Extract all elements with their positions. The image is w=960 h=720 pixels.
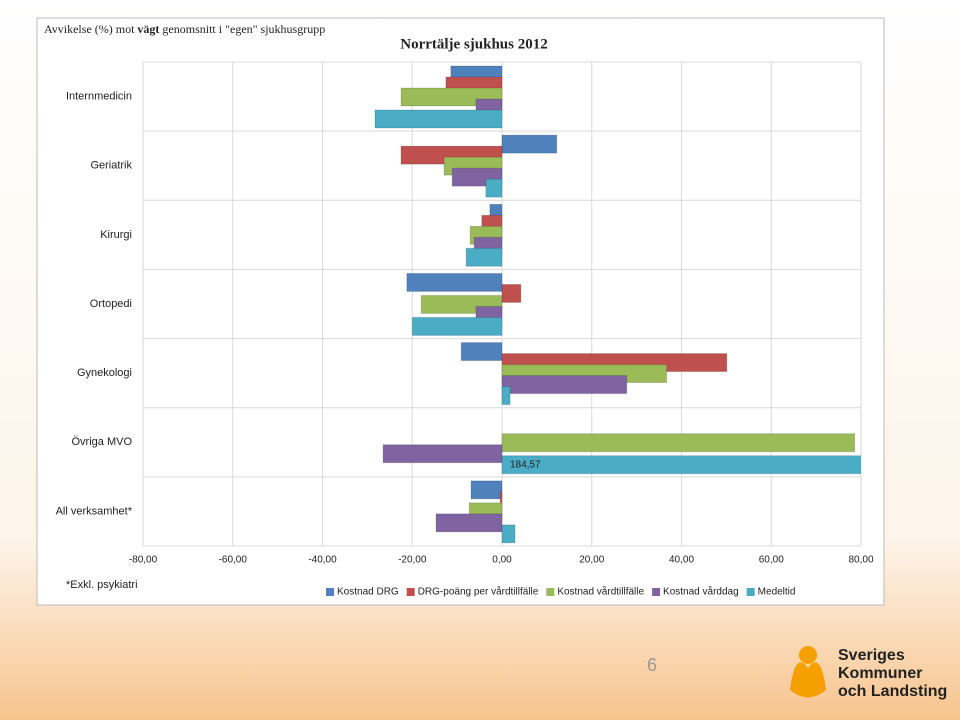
bar xyxy=(374,109,503,129)
y-tick-label: Geriatrik xyxy=(90,160,132,172)
y-tick-label: Övriga MVO xyxy=(71,436,132,448)
bar xyxy=(460,342,503,362)
plot xyxy=(374,65,861,544)
x-tick-label: 80,00 xyxy=(848,555,873,566)
data-label: 184,57 xyxy=(510,459,541,470)
logo-head xyxy=(799,646,817,664)
y-tick-label: Internmedicin xyxy=(66,90,132,102)
logo-text: Kommuner xyxy=(838,665,922,682)
y-tick-label: Ortopedi xyxy=(90,298,132,310)
footnote: *Exkl. psykiatri xyxy=(66,579,138,591)
chart-title: Norrtälje sjukhus 2012 xyxy=(400,36,548,52)
x-tick-label: -60,00 xyxy=(219,555,248,566)
x-tick-label: -20,00 xyxy=(398,555,427,566)
legend-swatch xyxy=(326,588,334,596)
legend-label: Kostnad vårddag xyxy=(663,586,739,598)
legend-swatch xyxy=(406,588,415,596)
bar xyxy=(501,524,516,544)
logo-text: Sveriges xyxy=(838,647,905,664)
x-tick-label: -40,00 xyxy=(308,555,337,566)
bar xyxy=(501,375,628,395)
logo-text: och Landsting xyxy=(838,683,947,700)
legend-swatch xyxy=(652,588,661,596)
y-tick-label: Gynekologi xyxy=(77,367,132,379)
bar xyxy=(435,513,503,533)
logo-body xyxy=(790,662,826,698)
bar xyxy=(501,283,522,303)
x-tick-label: 40,00 xyxy=(669,555,694,566)
x-tick-label: 60,00 xyxy=(759,555,784,566)
chart-subtitle: Avvikelse (%) mot vägt genomsnitt i "ege… xyxy=(44,22,325,36)
bar xyxy=(485,178,503,198)
bar xyxy=(382,444,503,464)
bar xyxy=(501,134,558,154)
logo: Sveriges Kommuner och Landsting xyxy=(790,646,947,700)
y-tick-label: All verksamhet* xyxy=(56,505,133,517)
legend-label: Kostnad vårdtillfälle xyxy=(557,586,644,598)
bar xyxy=(465,247,503,267)
bar xyxy=(501,386,511,406)
x-tick-label: 20,00 xyxy=(579,555,604,566)
legend-swatch xyxy=(546,588,555,596)
legend-label: Medeltid xyxy=(758,587,796,598)
legend-swatch xyxy=(746,588,755,596)
bar xyxy=(406,272,503,292)
bar xyxy=(411,316,503,336)
bar xyxy=(470,480,503,500)
y-tick-label: Kirurgi xyxy=(100,229,132,241)
bar xyxy=(501,455,861,475)
page-number: 6 xyxy=(647,655,657,675)
x-tick-label: 0,00 xyxy=(492,555,512,566)
legend-label: DRG-poäng per vårdtillfälle xyxy=(418,586,539,598)
bar xyxy=(501,433,856,453)
legend-label: Kostnad DRG xyxy=(337,587,399,598)
x-tick-label: -80,00 xyxy=(129,555,158,566)
